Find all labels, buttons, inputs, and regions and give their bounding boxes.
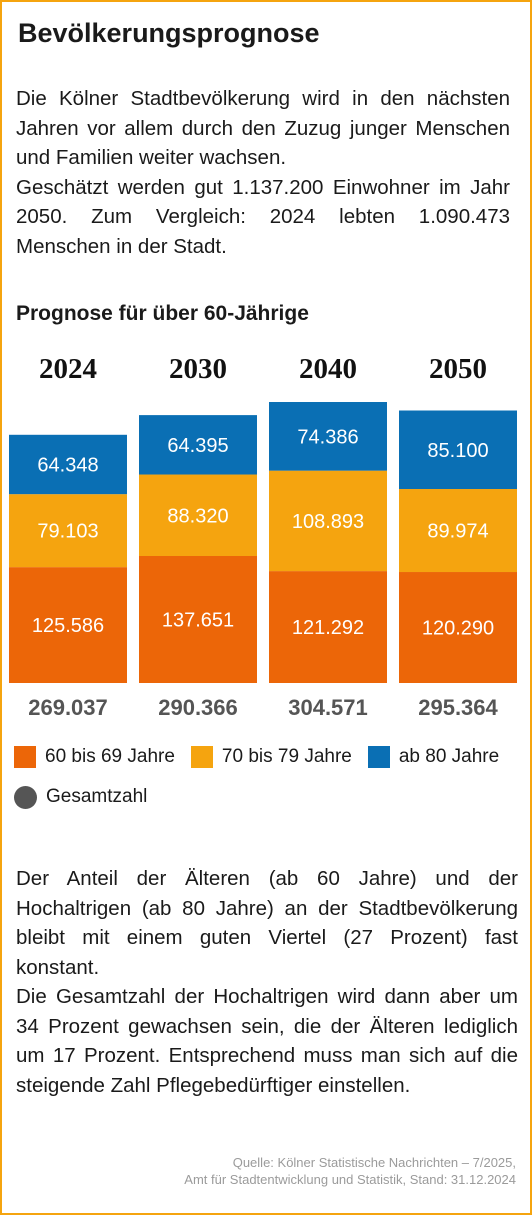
legend-swatch-70-79 <box>190 746 213 768</box>
legend-label-total: Gesamtzahl <box>46 786 148 807</box>
legend-item-80-plus: ab 80 Jahre <box>367 746 500 768</box>
bar-segment-2030-0 <box>139 556 257 683</box>
total-label-2030: 290.366 <box>158 695 238 720</box>
stacked-bar-chart: 2024 125.586 79.103 64.348 269.037 2030 137.65… <box>9 353 517 720</box>
legend-swatch-60-69 <box>14 746 36 768</box>
legend-label-60-69: 60 bis 69 Jahre <box>45 746 175 767</box>
intro-paragraph-2: Geschätzt werden gut 1.137.200 Einwohner… <box>16 175 510 258</box>
legend-dot-total <box>14 785 37 809</box>
chart-title: Prognose für über 60-Jährige <box>16 302 309 325</box>
legend-label-80-plus: ab 80 Jahre <box>398 746 500 767</box>
body-paragraph-2: Die Gesamtzahl der Hochaltrigen wird dan… <box>16 985 518 1097</box>
legend-swatch-80-plus <box>367 746 390 768</box>
bar-value-label-2024-0: 125.586 <box>32 615 104 637</box>
year-label-2040: 2040 <box>299 353 357 385</box>
bar-segment-2024-1 <box>9 494 127 568</box>
year-label-2050: 2050 <box>429 353 487 385</box>
bar-value-label-2050-1: 89.974 <box>427 521 488 543</box>
bar-segment-2030-2 <box>139 415 257 475</box>
bar-value-label-2024-1: 79.103 <box>37 521 98 543</box>
page-title: Bevölkerungsprognose <box>18 18 320 48</box>
total-label-2040: 304.571 <box>288 695 368 720</box>
bar-value-label-2030-0: 137.651 <box>162 610 234 632</box>
bar-segment-2024-2 <box>9 434 127 495</box>
total-label-2050: 295.364 <box>418 695 498 720</box>
bar-value-label-2030-1: 88.320 <box>167 505 228 527</box>
bar-value-label-2040-0: 121.292 <box>292 617 364 639</box>
legend-row-series: 60 bis 69 Jahre 70 bis 79 Jahre ab 80 Ja… <box>14 742 524 772</box>
bar-segment-2050-0 <box>399 572 517 683</box>
bar-segment-2030-1 <box>139 474 257 557</box>
bar-segment-2040-0 <box>269 571 387 683</box>
bar-value-label-2024-2: 64.348 <box>37 454 98 476</box>
body-text: Der Anteil der Älteren (ab 60 Jahre) und… <box>16 864 518 1100</box>
legend: 60 bis 69 Jahre 70 bis 79 Jahre ab 80 Ja… <box>14 742 524 822</box>
bar-value-label-2030-2: 64.395 <box>167 435 228 457</box>
bar-segment-2040-1 <box>269 470 387 572</box>
legend-item-total: Gesamtzahl <box>14 785 148 809</box>
bar-value-label-2050-0: 120.290 <box>422 618 494 640</box>
bar-segment-2040-2 <box>269 402 387 471</box>
source-note: Quelle: Kölner Statistische Nachrichten … <box>184 1154 516 1188</box>
year-label-2030: 2030 <box>169 353 227 385</box>
bar-segment-2050-1 <box>399 489 517 573</box>
year-label-2024: 2024 <box>39 353 97 385</box>
intro-text: Die Kölner Stadtbevölkerung wird in den … <box>16 84 510 261</box>
body-paragraph-1: Der Anteil der Älteren (ab 60 Jahre) und… <box>16 867 518 979</box>
source-line-2: Amt für Stadtentwicklung und Statistik, … <box>184 1172 516 1187</box>
intro-paragraph-1: Die Kölner Stadtbevölkerung wird in den … <box>16 87 510 169</box>
total-label-2024: 269.037 <box>28 695 108 720</box>
legend-item-60-69: 60 bis 69 Jahre <box>14 746 175 768</box>
bar-value-label-2040-2: 74.386 <box>297 426 358 448</box>
legend-label-70-79: 70 bis 79 Jahre <box>221 746 352 767</box>
legend-item-70-79: 70 bis 79 Jahre <box>190 746 352 768</box>
legend-row-total: Gesamtzahl <box>14 782 524 812</box>
bar-value-label-2040-1: 108.893 <box>292 511 364 533</box>
source-line-1: Quelle: Kölner Statistische Nachrichten … <box>232 1155 516 1170</box>
bar-segment-2050-2 <box>399 410 517 490</box>
bar-value-label-2050-2: 85.100 <box>427 440 488 462</box>
bar-segment-2024-0 <box>9 567 127 683</box>
